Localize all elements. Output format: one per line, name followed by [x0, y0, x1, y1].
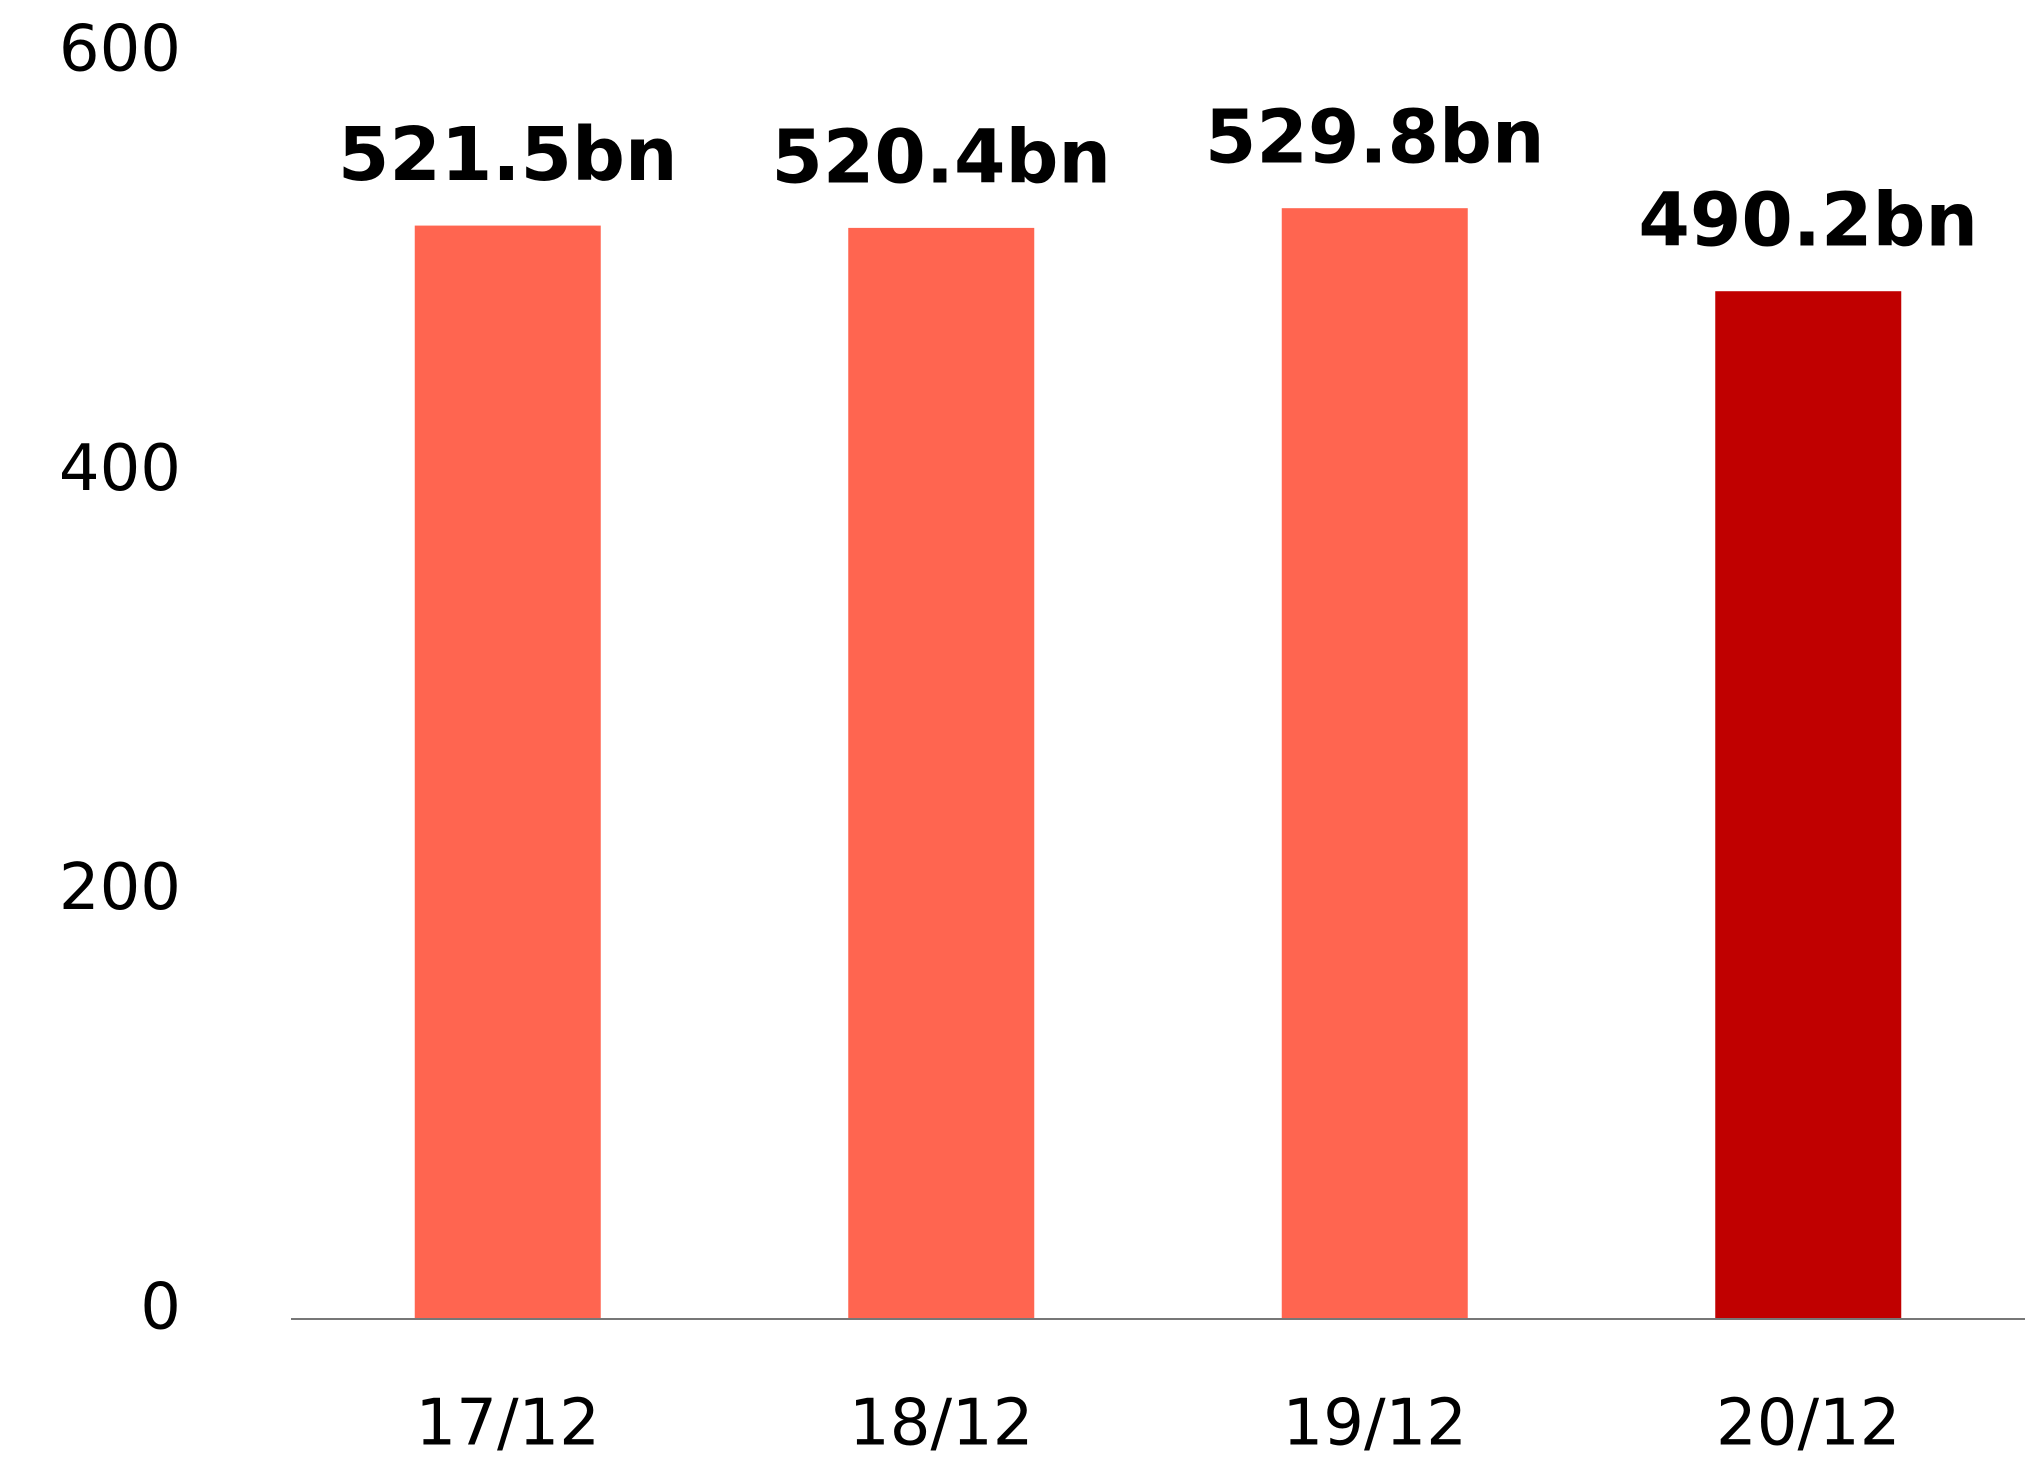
bar: [1281, 208, 1468, 1319]
bar: [848, 227, 1035, 1320]
y-tick-label: 0: [140, 1271, 181, 1345]
x-tick-label: 20/12: [1716, 1387, 1900, 1461]
value-label: 521.5bn: [338, 112, 678, 198]
value-label: 490.2bn: [1638, 178, 1978, 264]
y-tick-label: 400: [59, 432, 181, 506]
x-tick-label: 19/12: [1283, 1387, 1467, 1461]
value-label: 520.4bn: [771, 114, 1111, 200]
value-label: 529.8bn: [1205, 95, 1545, 181]
bar: [414, 225, 601, 1319]
bar: [1715, 291, 1902, 1319]
x-tick-label: 17/12: [416, 1387, 600, 1461]
y-tick-label: 200: [59, 851, 181, 925]
x-tick-label: 18/12: [849, 1387, 1033, 1461]
y-tick-label: 600: [59, 13, 181, 87]
